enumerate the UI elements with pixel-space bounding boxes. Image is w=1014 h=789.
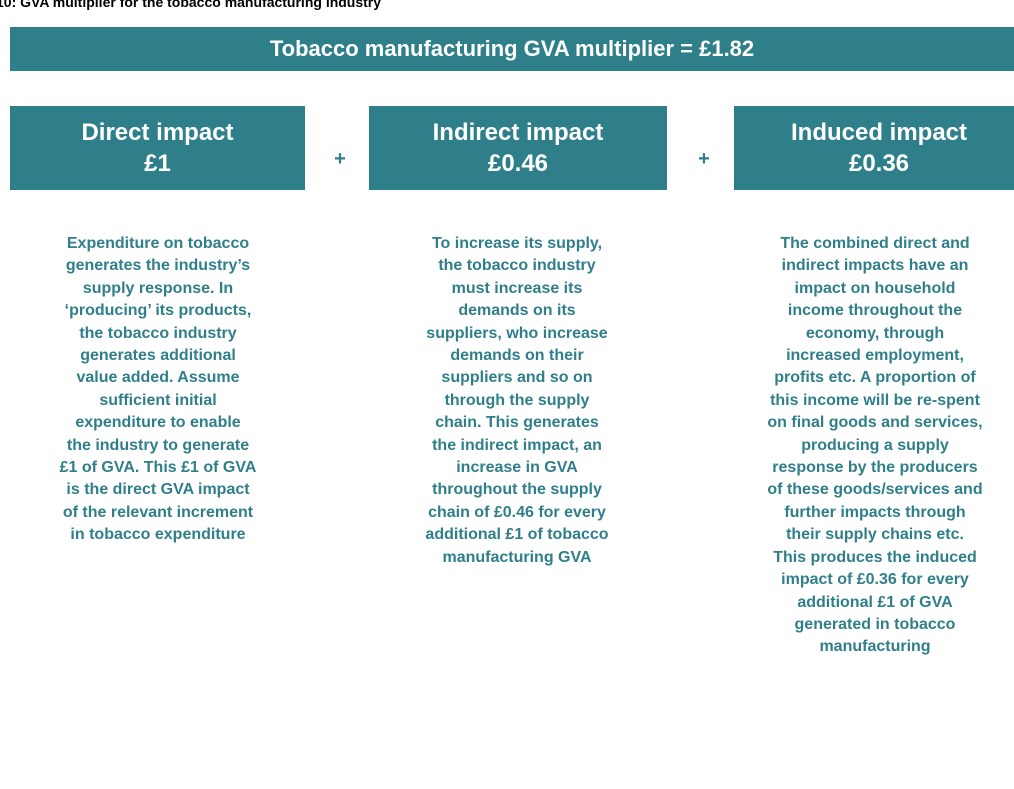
- description-line: value added. Assume: [76, 369, 240, 387]
- impact-description: The combined direct and indirect impacts …: [715, 233, 1014, 659]
- description-line: this income will be re-spent: [770, 391, 980, 409]
- description-line: manufacturing GVA: [442, 548, 592, 566]
- description-line: chain. This generates: [435, 414, 599, 432]
- description-line: The combined direct and: [780, 235, 970, 252]
- description-line: of the relevant increment: [62, 503, 254, 521]
- description-line: the indirect impact, an: [432, 436, 602, 454]
- description-line: additional £1 of GVA: [797, 593, 953, 611]
- description-line: £1 of GVA. This £1 of GVA: [59, 459, 257, 477]
- impact-box: Induced impact £0.36: [734, 106, 1014, 190]
- description-line: profits etc. A proportion of: [774, 369, 976, 387]
- impact-description: To increase its supply, the tobacco indus…: [357, 233, 677, 569]
- description-line: generates the industry’s: [65, 257, 251, 275]
- description-line: Expenditure on tobacco: [66, 235, 250, 252]
- description-line: ‘producing’ its products,: [64, 302, 252, 320]
- description-line: producing a supply: [801, 436, 949, 454]
- description-line: is the direct GVA impact: [66, 481, 250, 499]
- banner: Tobacco manufacturing GVA multiplier = £…: [10, 27, 1014, 71]
- description-line: sufficient initial: [99, 391, 217, 409]
- description-line: expenditure to enable: [75, 414, 241, 432]
- description-line: income throughout the: [787, 302, 963, 320]
- description-line: additional £1 of tobacco: [425, 526, 609, 544]
- plus-sign: +: [334, 148, 346, 170]
- impact-value: £0.46: [487, 150, 549, 177]
- description-line: on final goods and services,: [767, 414, 983, 432]
- description-line: impact of £0.36 for every: [781, 571, 969, 589]
- description-line: manufacturing: [819, 638, 931, 656]
- description-line: must increase its: [451, 279, 583, 297]
- description-line: supply response. In: [82, 279, 234, 297]
- description-line: generated in tobacco: [794, 615, 956, 633]
- impact-box: Direct impact £1: [10, 106, 305, 190]
- description-line: in tobacco expenditure: [70, 526, 246, 544]
- impact-box: Indirect impact £0.46: [369, 106, 667, 190]
- description-line: the tobacco industry: [79, 324, 237, 342]
- description-line: the tobacco industry: [438, 257, 596, 275]
- description-line: economy, through: [805, 324, 945, 342]
- caption: 10: GVA multiplier for the tobacco manuf…: [0, 0, 382, 10]
- plus-sign: +: [698, 148, 710, 170]
- description-line: suppliers and so on: [441, 369, 593, 387]
- description-line: of these goods/services and: [767, 481, 983, 499]
- description-line: suppliers, who increase: [426, 324, 608, 342]
- impact-value: £0.36: [848, 150, 910, 177]
- description-line: indirect impacts have an: [781, 257, 969, 275]
- description-line: through the supply: [444, 391, 590, 409]
- description-line: increase in GVA: [456, 459, 578, 477]
- description-line: impact on household: [794, 279, 956, 297]
- description-line: demands on their: [450, 347, 584, 365]
- impact-title: Indirect impact: [432, 119, 604, 146]
- description-line: response by the producers: [772, 459, 978, 477]
- impact-value: £1: [144, 150, 171, 177]
- description-line: further impacts through: [784, 503, 966, 521]
- description-line: This produces the induced: [773, 548, 977, 566]
- description-line: To increase its supply,: [431, 235, 603, 252]
- description-line: the industry to generate: [66, 436, 250, 454]
- impact-description: Expenditure on tobacco generates the indu…: [0, 233, 318, 547]
- description-line: throughout the supply: [432, 481, 602, 499]
- impact-title: Induced impact: [790, 119, 968, 146]
- description-line: increased employment,: [786, 347, 964, 365]
- description-line: chain of £0.46 for every: [428, 503, 606, 521]
- impact-title: Direct impact: [81, 119, 234, 146]
- description-line: their supply chains etc.: [786, 526, 964, 544]
- description-line: generates additional: [80, 347, 236, 365]
- description-line: demands on its: [458, 302, 576, 320]
